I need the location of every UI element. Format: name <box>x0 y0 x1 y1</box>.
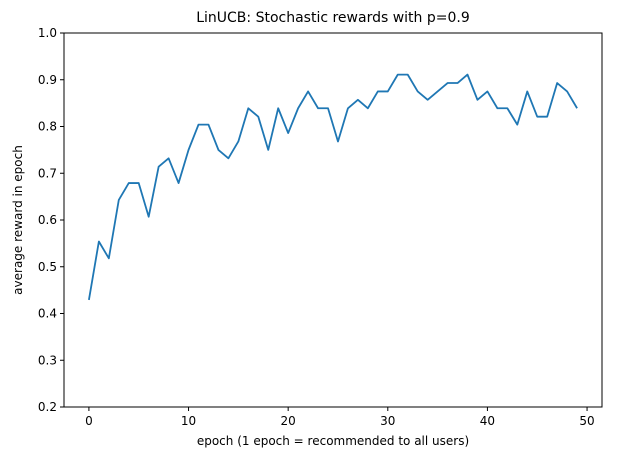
x-tick-label: 50 <box>579 414 594 428</box>
y-tick-label: 0.8 <box>38 120 57 134</box>
x-axis: 0 10 20 30 40 50 <box>85 407 595 428</box>
series-line <box>88 73 578 301</box>
x-tick-label: 30 <box>380 414 395 428</box>
y-tick-label: 0.7 <box>38 166 57 180</box>
y-tick-label: 0.9 <box>38 73 57 87</box>
y-tick-label: 0.3 <box>38 353 57 367</box>
x-axis-label: epoch (1 epoch = recommended to all user… <box>197 434 469 448</box>
x-tick-label: 10 <box>181 414 196 428</box>
y-tick-label: 0.6 <box>38 213 57 227</box>
y-axis: 0.2 0.3 0.4 0.5 0.6 0.7 0.8 0.9 1.0 <box>38 26 64 414</box>
x-tick-label: 20 <box>281 414 296 428</box>
series-layer <box>88 73 578 301</box>
y-tick-label: 0.4 <box>38 307 57 321</box>
y-axis-label: average reward in epoch <box>11 145 25 295</box>
chart-title: LinUCB: Stochastic rewards with p=0.9 <box>196 10 470 26</box>
y-tick-label: 0.5 <box>38 260 57 274</box>
y-tick-label: 1.0 <box>38 26 57 40</box>
x-tick-label: 0 <box>85 414 93 428</box>
y-tick-label: 0.2 <box>38 400 57 414</box>
x-tick-label: 40 <box>480 414 495 428</box>
